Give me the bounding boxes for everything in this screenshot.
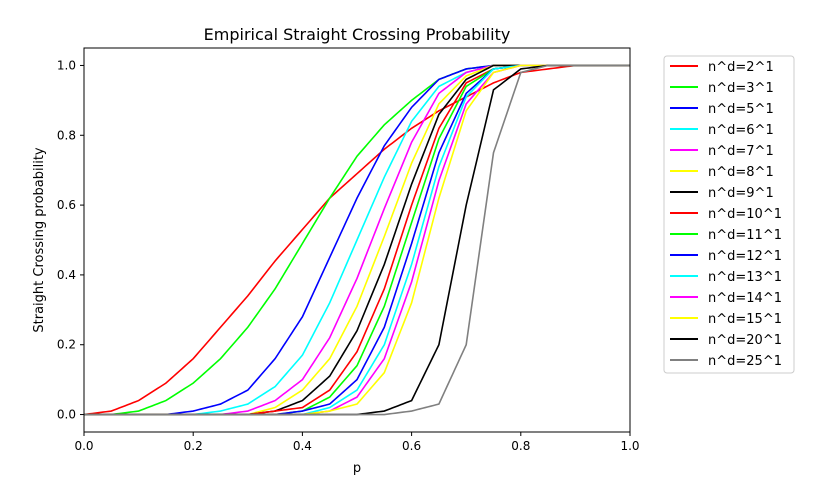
x-tick-label: 1.0 [620,439,639,453]
legend-label: n^d=11^1 [708,228,782,243]
y-tick-label: 1.0 [57,58,76,72]
x-tick-label: 0.6 [402,439,421,453]
legend-label: n^d=7^1 [708,144,774,159]
legend-label: n^d=5^1 [708,102,774,117]
legend-label: n^d=3^1 [708,81,774,96]
legend-frame [663,55,795,374]
y-tick-label: 0.2 [57,338,76,352]
series-line [84,64,630,416]
plot-frame [83,47,631,433]
series-line [84,64,630,416]
legend-label: n^d=12^1 [708,249,782,264]
y-tick-label: 0.0 [57,408,76,422]
y-tick-label: 0.4 [57,268,76,282]
legend-label: n^d=6^1 [708,123,774,138]
legend-label: n^d=10^1 [708,207,782,222]
x-axis: 0.0 0.2 0.4 0.6 0.8 1.0 [74,432,640,453]
series-lines [84,64,630,416]
plot-area [83,47,631,433]
legend-label: n^d=9^1 [708,186,774,201]
legend-label: n^d=15^1 [708,312,782,327]
y-axis-label: Straight Crossing probability [32,147,47,333]
y-tick-label: 0.8 [57,128,76,142]
x-tick-label: 0.2 [184,439,203,453]
legend-label: n^d=13^1 [708,270,782,285]
legend-label: n^d=25^1 [708,354,782,369]
legend-label: n^d=14^1 [708,291,782,306]
chart-title: Empirical Straight Crossing Probability [204,25,511,44]
x-axis-label: p [353,461,361,476]
legend-label: n^d=8^1 [708,165,774,180]
y-axis: 0.0 0.2 0.4 0.6 0.8 1.0 [57,58,84,422]
y-tick-label: 0.6 [57,198,76,212]
x-tick-label: 0.4 [293,439,312,453]
x-tick-label: 0.8 [511,439,530,453]
legend-label: n^d=20^1 [708,333,782,348]
legend: n^d=2^1 n^d=3^1 n^d=5^1 n^d=6^1 n^d=7^1 n^d=8… [663,55,795,374]
legend-label: n^d=2^1 [708,60,774,75]
x-tick-label: 0.0 [74,439,93,453]
